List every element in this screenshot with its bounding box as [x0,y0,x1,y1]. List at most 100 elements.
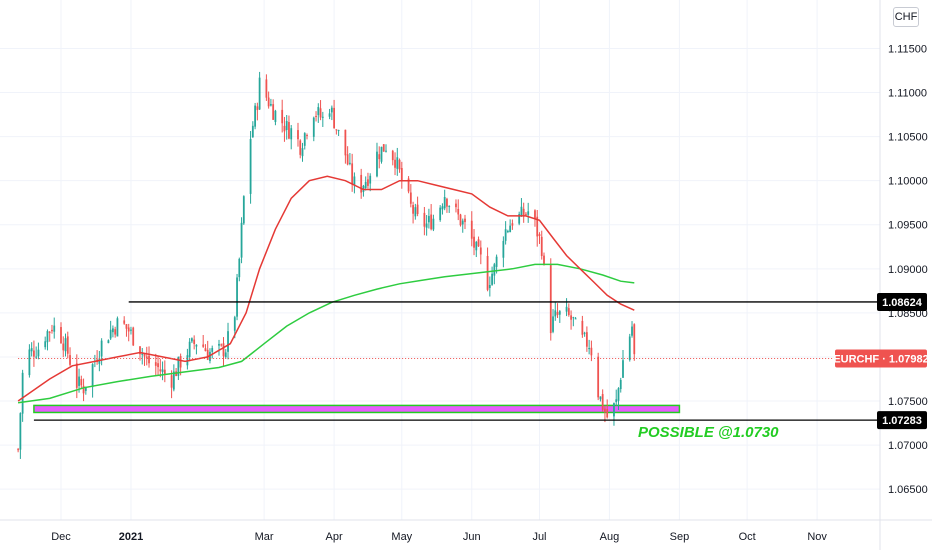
moving-averages [17,175,635,404]
candle-body [446,198,448,207]
candle-body [130,329,132,331]
candle-body [114,329,117,335]
candle-body [312,117,315,137]
candle-body [145,356,148,359]
candle-body [172,371,175,390]
axis-badges: 1.08624 1.07283 EURCHF · 1.07982 [833,292,929,430]
time-tick-label: 2021 [119,531,143,543]
candle-body [601,394,604,410]
candle-body [396,157,399,169]
candle-body [369,175,372,184]
candle-body [218,343,220,346]
candle-body [69,355,71,365]
candle-body [148,355,150,364]
possible-target-annotation: POSSIBLE @1.0730 [638,424,779,441]
candle-body [288,122,290,139]
candle-body [236,277,238,317]
candle-body [19,413,22,450]
candle-body [351,163,354,185]
candle-body [486,255,489,290]
candle-body [597,356,600,398]
candle-body [337,130,340,132]
candle-body [617,388,620,401]
candle-body [385,150,387,152]
candle-body [353,176,356,185]
candle-body [220,344,223,346]
candle-body [613,403,615,417]
candle-body [82,385,85,394]
candle-body [328,113,331,117]
candle-body [315,116,317,118]
candle-body [520,206,523,217]
candle-body [206,349,209,360]
candle-body [33,350,35,357]
candle-body [367,179,369,186]
candle-body [622,360,624,378]
candle-body [60,327,62,344]
candle-body [193,339,196,345]
candle-body [177,356,180,376]
candle-body [297,130,299,140]
time-axis[interactable]: Dec 2021 Mar Apr May Jun Jul Aug Sep Oct Nov [51,531,827,543]
level-badge-label: 1.08624 [882,297,923,309]
candle-body [335,129,338,131]
candle-body [536,216,539,237]
candle-body [274,110,277,122]
last-price-badge [835,349,927,368]
ma-fast-line [17,175,635,402]
candle-body [391,150,394,161]
candle-body [240,222,243,258]
candle-body [125,324,128,329]
candle-body [132,327,135,346]
candle-body [84,386,87,391]
candle-body [28,349,31,376]
candle-body [319,108,322,118]
candle-body [475,241,478,251]
candle-body [470,220,473,239]
candle-body [17,449,20,451]
ma-slow-line [17,263,635,404]
candle-body [301,148,304,157]
candle-body [48,331,51,333]
candle-body [272,104,275,120]
level-badge [877,411,927,430]
candle-body [585,332,588,347]
candle-body [107,340,110,344]
candle-body [538,234,541,237]
candle-body [430,214,433,230]
candle-body [202,344,205,347]
candle-body [570,315,572,320]
level-badge-label: 1.07283 [882,415,922,427]
candle-body [139,346,141,355]
candle-body [412,205,414,214]
candle-body [380,146,383,162]
candle-body [488,285,491,289]
candle-body [554,310,557,317]
candle-body [606,409,609,418]
time-tick-label: Jun [463,531,481,543]
candle-body [457,209,460,215]
price-tick-label: 1.11000 [888,88,927,100]
candle-body [558,311,561,315]
candle-body [394,159,396,168]
currency-button[interactable]: CHF [893,7,919,27]
candle-body [599,396,602,400]
candle-body [572,317,575,319]
candle-body [631,326,633,336]
candle-body [141,353,144,355]
candle-body [80,379,83,386]
candle-body [143,354,146,357]
time-tick-label: Jul [532,531,546,543]
candle-body [285,121,288,130]
price-tick-label: 1.09500 [888,220,928,232]
candle-body [448,206,451,208]
candle-body [565,306,568,312]
candle-body [30,348,33,352]
candle-body [427,216,430,223]
candle-body [534,210,536,220]
candle-body [66,336,69,354]
candle-body [37,349,40,357]
candle-body [112,328,114,333]
